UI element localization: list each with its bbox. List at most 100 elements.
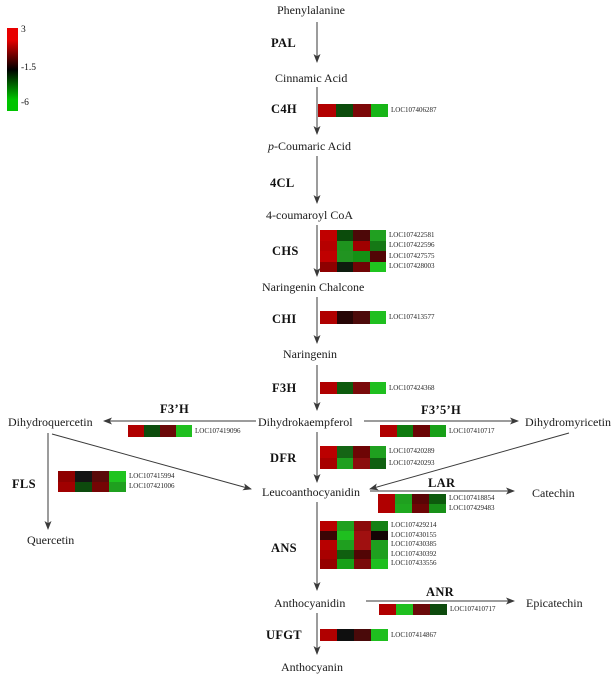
heatmap-cell xyxy=(92,481,109,492)
heatmap-cell xyxy=(320,629,337,641)
enzyme-f3h: F3H xyxy=(272,381,297,395)
heatmap-row: LOC107430392 xyxy=(320,549,437,559)
gene-label: LOC107429483 xyxy=(449,503,495,512)
heatmap-cell xyxy=(320,240,337,251)
heatmap-cell xyxy=(320,540,337,550)
heatmap-f3ph: LOC107419096 xyxy=(128,425,241,437)
scale-max-label: 3 xyxy=(21,25,26,35)
heatmap-cell xyxy=(337,559,354,569)
gene-label: LOC107420293 xyxy=(389,458,435,467)
gene-label: LOC107418854 xyxy=(449,494,495,503)
heatmap-cell xyxy=(369,382,386,394)
heatmap-cell xyxy=(371,540,388,550)
gene-label: LOC107421006 xyxy=(129,482,175,491)
gene-label: LOC107429214 xyxy=(391,521,437,530)
heatmap-cell xyxy=(109,481,126,492)
heatmap-cell xyxy=(336,240,353,251)
heatmap-cell xyxy=(320,230,337,241)
heatmap-cell xyxy=(369,446,386,458)
p-coumaric-italic-prefix: p xyxy=(268,139,274,153)
heatmap-row: LOC107422596 xyxy=(320,240,435,251)
heatmap-row: LOC107429483 xyxy=(378,503,495,513)
enzyme-chs: CHS xyxy=(272,244,299,258)
heatmap-cell xyxy=(354,530,371,540)
heatmap-cell xyxy=(412,503,429,513)
color-scale-bar xyxy=(7,28,18,111)
heatmap-cell xyxy=(396,604,413,615)
metabolite-catechin: Catechin xyxy=(532,486,575,500)
heatmap-cell xyxy=(395,503,412,513)
heatmap-ans: LOC107429214 LOC107430155 LOC107430385 LOC1… xyxy=(320,521,437,569)
heatmap-cell xyxy=(371,629,388,641)
metabolite-leucoanthocyanidin: Leucoanthocyanidin xyxy=(262,485,360,499)
heatmap-cell xyxy=(318,104,336,117)
gene-label: LOC107428003 xyxy=(389,262,435,271)
metabolite-p-coumaric-acid: p-Coumaric Acid xyxy=(268,139,351,154)
heatmap-cell xyxy=(378,494,395,504)
heatmap-cell xyxy=(369,240,386,251)
metabolite-anthocyanidin: Anthocyanidin xyxy=(274,596,346,610)
heatmap-cell xyxy=(369,251,386,262)
enzyme-ufgt: UFGT xyxy=(266,628,302,642)
gene-label: LOC107422581 xyxy=(389,230,435,239)
heatmap-row: LOC107410717 xyxy=(379,604,496,615)
heatmap-cell xyxy=(335,104,353,117)
metabolite-epicatechin: Epicatechin xyxy=(526,596,583,610)
metabolite-dihydromyricetin: Dihydromyricetin xyxy=(525,415,611,429)
heatmap-cell xyxy=(320,549,337,559)
enzyme-pal: PAL xyxy=(271,36,296,50)
heatmap-cell xyxy=(160,425,176,437)
heatmap-row: LOC107420293 xyxy=(320,457,435,469)
heatmap-cell xyxy=(320,382,337,394)
heatmap-cell xyxy=(320,530,337,540)
heatmap-row: LOC107406287 xyxy=(318,104,437,117)
metabolite-cinnamic-acid: Cinnamic Acid xyxy=(275,71,348,85)
heatmap-cell xyxy=(370,104,388,117)
heatmap-cell xyxy=(336,446,353,458)
heatmap-cell xyxy=(336,251,353,262)
heatmap-cell xyxy=(413,604,430,615)
heatmap-row: LOC107410717 xyxy=(380,425,495,437)
heatmap-cell xyxy=(429,503,446,513)
heatmap-cell xyxy=(353,457,370,469)
heatmap-cell xyxy=(144,425,160,437)
heatmap-row: LOC107429214 xyxy=(320,521,437,531)
heatmap-row: LOC107415994 xyxy=(58,471,175,482)
metabolite-anthocyanin: Anthocyanin xyxy=(281,660,343,674)
gene-label: LOC107419096 xyxy=(195,426,241,435)
enzyme-4cl: 4CL xyxy=(270,176,295,190)
heatmap-row: LOC107430385 xyxy=(320,540,437,550)
gene-label: LOC107430385 xyxy=(391,540,437,549)
heatmap-cell xyxy=(353,261,370,272)
heatmap-chi: LOC107413577 xyxy=(320,311,435,324)
heatmap-cell xyxy=(336,230,353,241)
heatmap-row: LOC107418854 xyxy=(378,494,495,504)
heatmap-row: LOC107430155 xyxy=(320,530,437,540)
metabolite-dihydrokaempferol: Dihydrokaempferol xyxy=(258,415,353,429)
heatmap-cell xyxy=(379,604,396,615)
enzyme-f35h: F3’5’H xyxy=(421,403,461,417)
heatmap-cell xyxy=(429,494,446,504)
heatmap-cell xyxy=(353,104,371,117)
heatmap-cell xyxy=(337,540,354,550)
heatmap-row: LOC107413577 xyxy=(320,311,435,324)
heatmap-cell xyxy=(354,549,371,559)
heatmap-cell xyxy=(353,311,370,324)
heatmap-row: LOC107419096 xyxy=(128,425,241,437)
heatmap-cell xyxy=(337,549,354,559)
heatmap-cell xyxy=(176,425,192,437)
heatmap-cell xyxy=(336,382,353,394)
heatmap-cell xyxy=(320,559,337,569)
gene-label: LOC107424368 xyxy=(389,383,435,392)
heatmap-row: LOC107420289 xyxy=(320,446,435,458)
heatmap-cell xyxy=(109,471,126,482)
heatmap-cell xyxy=(353,230,370,241)
heatmap-cell xyxy=(380,425,397,437)
gene-label: LOC107430155 xyxy=(391,530,437,539)
gene-label: LOC107422596 xyxy=(389,241,435,250)
heatmap-cell xyxy=(320,446,337,458)
heatmap-cell xyxy=(75,471,92,482)
heatmap-cell xyxy=(353,446,370,458)
enzyme-ans: ANS xyxy=(271,541,297,555)
gene-label: LOC107413577 xyxy=(389,312,435,321)
